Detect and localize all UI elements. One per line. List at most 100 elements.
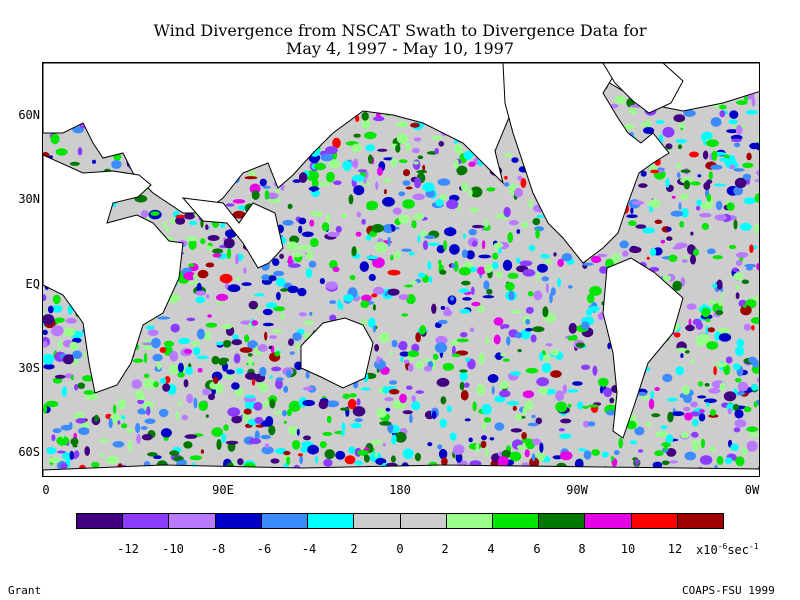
- divergence-blob: [446, 405, 452, 413]
- color-scale-bar: [76, 513, 724, 529]
- divergence-blob: [599, 266, 609, 274]
- divergence-blob: [673, 332, 681, 338]
- divergence-blob: [192, 340, 200, 347]
- divergence-blob: [581, 364, 591, 370]
- divergence-blob: [309, 311, 313, 316]
- divergence-blob: [170, 217, 177, 224]
- divergence-blob: [376, 408, 387, 418]
- divergence-blob: [458, 267, 471, 276]
- divergence-blob: [417, 155, 424, 160]
- divergence-blob: [377, 148, 388, 152]
- divergence-blob: [508, 220, 519, 226]
- divergence-blob: [434, 342, 448, 354]
- divergence-blob: [667, 397, 678, 402]
- divergence-blob: [368, 154, 373, 164]
- divergence-blob: [286, 241, 299, 251]
- divergence-blob: [497, 451, 503, 457]
- divergence-blob: [703, 182, 711, 191]
- divergence-blob: [697, 395, 707, 399]
- divergence-blob: [205, 294, 210, 299]
- divergence-blob: [713, 183, 726, 187]
- divergence-blob: [562, 384, 567, 394]
- divergence-blob: [271, 366, 282, 372]
- divergence-blob: [231, 415, 243, 424]
- divergence-blob: [54, 374, 66, 379]
- divergence-blob: [198, 400, 208, 411]
- divergence-blob: [43, 353, 54, 365]
- divergence-blob: [305, 371, 310, 379]
- divergence-blob: [382, 443, 386, 447]
- divergence-blob: [696, 199, 702, 207]
- divergence-blob: [383, 189, 387, 195]
- divergence-blob: [697, 174, 702, 178]
- divergence-blob: [196, 328, 205, 340]
- divergence-blob: [603, 387, 613, 398]
- divergence-blob: [272, 258, 280, 266]
- divergence-blob: [683, 109, 696, 117]
- divergence-blob: [52, 428, 62, 434]
- divergence-blob: [387, 236, 391, 247]
- author-credit: Grant: [8, 584, 42, 597]
- divergence-blob: [539, 442, 544, 453]
- divergence-blob: [60, 463, 68, 469]
- divergence-blob: [710, 164, 723, 170]
- divergence-blob: [303, 435, 311, 441]
- divergence-blob: [665, 434, 674, 444]
- divergence-blob: [654, 450, 664, 457]
- divergence-blob: [477, 266, 486, 275]
- divergence-blob: [227, 284, 241, 293]
- divergence-blob: [507, 272, 519, 279]
- divergence-blob: [355, 248, 361, 252]
- divergence-blob: [384, 397, 394, 402]
- divergence-blob: [368, 317, 376, 328]
- divergence-blob: [508, 290, 515, 301]
- divergence-blob: [395, 431, 407, 443]
- divergence-blob: [514, 332, 523, 339]
- divergence-blob: [723, 364, 731, 376]
- divergence-blob: [434, 148, 440, 155]
- divergence-blob: [663, 441, 668, 451]
- divergence-blob: [465, 357, 471, 362]
- divergence-blob: [351, 143, 362, 153]
- divergence-blob: [751, 358, 759, 368]
- divergence-blob: [412, 193, 425, 201]
- divergence-blob: [607, 342, 612, 350]
- divergence-blob: [422, 240, 429, 251]
- divergence-blob: [84, 446, 90, 456]
- divergence-blob: [268, 345, 273, 350]
- divergence-blob: [641, 395, 650, 400]
- scale-tick: -8: [210, 542, 226, 556]
- divergence-blob: [375, 241, 388, 253]
- divergence-blob: [192, 273, 198, 280]
- divergence-blob: [186, 393, 194, 404]
- divergence-blob: [492, 252, 499, 260]
- divergence-blob: [325, 281, 338, 290]
- divergence-blob: [231, 339, 243, 346]
- divergence-blob: [487, 374, 499, 383]
- divergence-blob: [398, 159, 408, 164]
- divergence-blob: [332, 266, 340, 272]
- divergence-blob: [613, 450, 620, 456]
- divergence-blob: [391, 434, 397, 445]
- divergence-blob: [468, 443, 482, 450]
- divergence-blob: [495, 271, 503, 278]
- divergence-blob: [297, 287, 307, 297]
- divergence-blob: [283, 420, 287, 424]
- divergence-blob: [69, 450, 74, 460]
- divergence-blob: [309, 219, 315, 227]
- divergence-blob: [205, 224, 209, 231]
- divergence-blob: [226, 369, 235, 375]
- divergence-blob: [513, 187, 524, 198]
- divergence-blob: [677, 144, 683, 150]
- divergence-blob: [202, 388, 211, 396]
- divergence-blob: [111, 159, 122, 169]
- divergence-blob: [660, 239, 666, 244]
- divergence-blob: [248, 357, 253, 367]
- divergence-blob: [62, 354, 74, 365]
- divergence-blob: [610, 103, 619, 109]
- divergence-blob: [525, 367, 539, 374]
- divergence-blob: [437, 444, 443, 450]
- divergence-blob: [368, 273, 376, 282]
- divergence-blob: [733, 168, 745, 172]
- divergence-blob: [361, 294, 372, 302]
